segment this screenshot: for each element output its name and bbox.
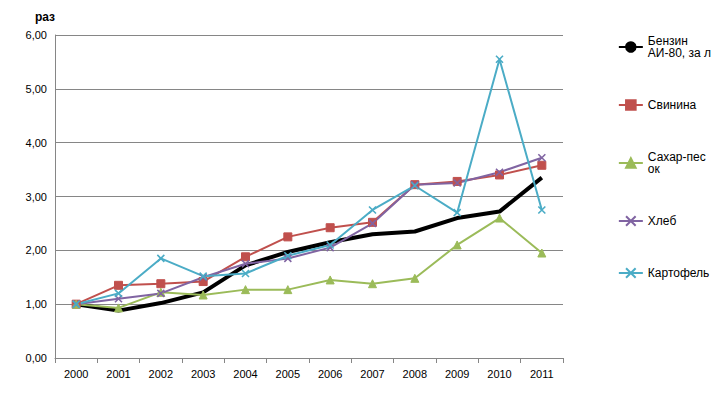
svg-text:АИ-80, за л: АИ-80, за л (648, 46, 711, 60)
svg-text:Свинина: Свинина (648, 98, 697, 112)
svg-text:2001: 2001 (106, 368, 130, 380)
svg-text:2011: 2011 (530, 368, 554, 380)
svg-text:2000: 2000 (64, 368, 88, 380)
svg-text:2002: 2002 (149, 368, 173, 380)
svg-text:раз: раз (35, 10, 55, 24)
svg-text:2010: 2010 (487, 368, 511, 380)
svg-text:2007: 2007 (360, 368, 384, 380)
svg-text:6,00: 6,00 (26, 29, 47, 41)
svg-text:1,00: 1,00 (26, 298, 47, 310)
svg-text:5,00: 5,00 (26, 83, 47, 95)
svg-text:4,00: 4,00 (26, 137, 47, 149)
svg-text:0,00: 0,00 (26, 352, 47, 364)
svg-text:ок: ок (648, 162, 661, 176)
svg-text:2003: 2003 (191, 368, 215, 380)
svg-text:2,00: 2,00 (26, 244, 47, 256)
svg-text:Сахар-пес: Сахар-пес (647, 150, 706, 164)
svg-text:3,00: 3,00 (26, 191, 47, 203)
svg-text:Хлеб: Хлеб (648, 214, 677, 228)
svg-text:2006: 2006 (318, 368, 342, 380)
svg-text:2004: 2004 (233, 368, 257, 380)
svg-text:2005: 2005 (276, 368, 300, 380)
svg-text:2009: 2009 (445, 368, 469, 380)
svg-text:2008: 2008 (403, 368, 427, 380)
svg-text:Бензин: Бензин (647, 34, 692, 48)
svg-text:Картофель: Картофель (648, 266, 710, 280)
